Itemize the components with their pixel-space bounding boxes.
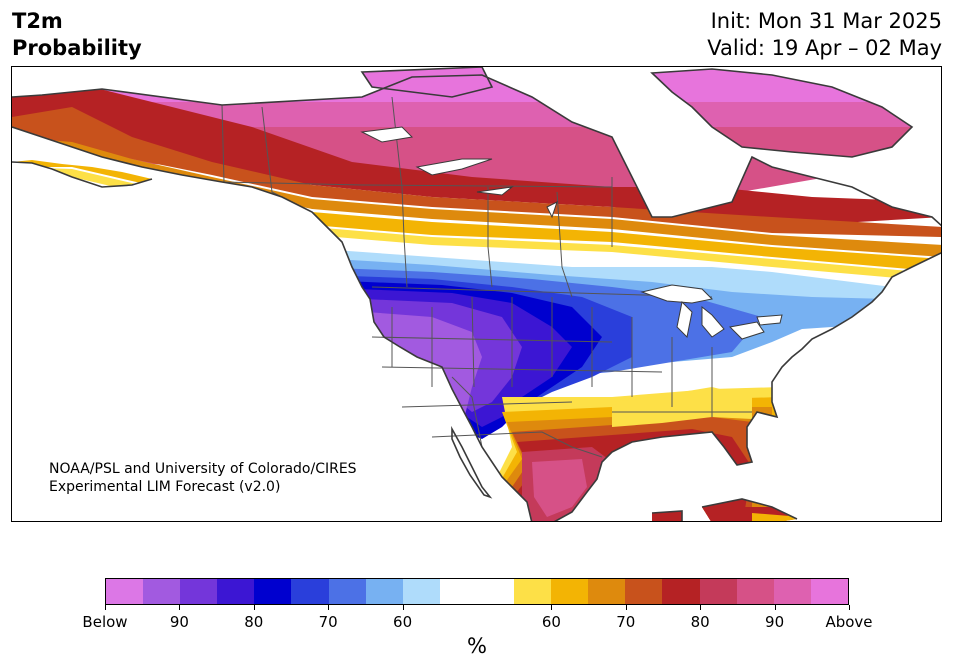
- colorbar-tick-mark: [551, 605, 553, 610]
- colorbar-segment: [476, 579, 515, 604]
- forecast-dates: Init: Mon 31 Mar 2025 Valid: 19 Apr – 02…: [707, 8, 942, 62]
- colorbar-tick-label: 70: [616, 613, 636, 631]
- probability-map: [12, 67, 941, 521]
- colorbar-tick-label: 90: [169, 613, 189, 631]
- title-line-1: T2m: [12, 9, 63, 33]
- colorbar-tick-label: 60: [393, 613, 413, 631]
- colorbar-segment: [551, 579, 589, 604]
- valid-date: Valid: 19 Apr – 02 May: [707, 36, 942, 60]
- colorbar-segment: [699, 579, 737, 604]
- colorbar-segment: [625, 579, 663, 604]
- colorbar-segment: [662, 579, 700, 604]
- colorbar-segment: [217, 579, 255, 604]
- credit-line-1: NOAA/PSL and University of Colorado/CIRE…: [49, 461, 357, 477]
- coastlines: [12, 67, 941, 521]
- init-date: Init: Mon 31 Mar 2025: [710, 9, 942, 33]
- colorbar-segment: [365, 579, 403, 604]
- lakes: [360, 126, 783, 340]
- colorbar-tick-mark: [700, 605, 702, 610]
- colorbar-tick-label: 80: [244, 613, 264, 631]
- colorbar-segment: [773, 579, 811, 604]
- colorbar-tick-mark: [625, 605, 627, 610]
- colorbar: [105, 578, 849, 605]
- colorbar-unit: %: [467, 634, 487, 658]
- colorbar-tick-label: Below: [82, 613, 128, 631]
- colorbar-tick-label: 60: [541, 613, 561, 631]
- colorbar-segment: [106, 579, 144, 604]
- colorbar-tick-label: 80: [690, 613, 710, 631]
- colorbar-tick-mark: [105, 605, 106, 610]
- colorbar-segment: [254, 579, 292, 604]
- colorbar-segment: [736, 579, 774, 604]
- credit-line-2: Experimental LIM Forecast (v2.0): [49, 479, 281, 495]
- colorbar-segment: [143, 579, 181, 604]
- colorbar-segments: [105, 578, 849, 605]
- colorbar-segment: [328, 579, 366, 604]
- colorbar-tick-mark: [328, 605, 330, 610]
- colorbar-segment: [402, 579, 440, 604]
- colorbar-segment: [810, 579, 848, 604]
- map-panel: [11, 66, 942, 522]
- title-line-2: Probability: [12, 36, 142, 60]
- colorbar-tick-label: Above: [825, 613, 873, 631]
- colorbar-segment: [514, 579, 552, 604]
- colorbar-tick-mark: [774, 605, 776, 610]
- colorbar-tick-mark: [402, 605, 404, 610]
- colorbar-tick-mark: [179, 605, 181, 610]
- colorbar-segment: [291, 579, 329, 604]
- colorbar-tick-label: 90: [765, 613, 785, 631]
- colorbar-tick-mark: [849, 605, 850, 610]
- colorbar-segment: [180, 579, 218, 604]
- colorbar-tick-mark: [253, 605, 255, 610]
- map-title: T2m Probability: [12, 8, 142, 62]
- colorbar-segment: [439, 579, 477, 604]
- colorbar-segment: [588, 579, 626, 604]
- credit-text: NOAA/PSL and University of Colorado/CIRE…: [49, 460, 357, 496]
- colorbar-tick-label: 70: [318, 613, 338, 631]
